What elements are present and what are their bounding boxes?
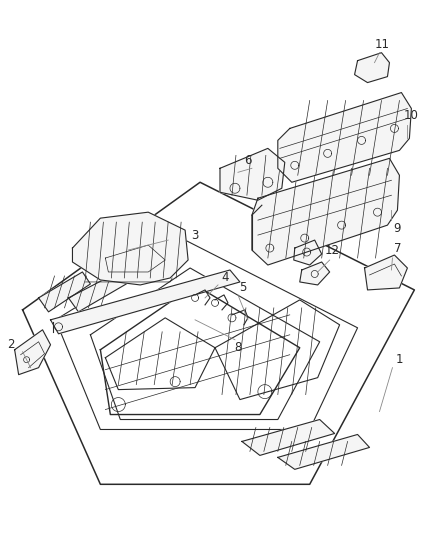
Polygon shape [72,212,188,285]
Polygon shape [278,93,411,182]
Polygon shape [23,182,414,484]
Text: 2: 2 [7,338,14,351]
Polygon shape [50,270,240,334]
Text: 1: 1 [396,353,403,366]
Polygon shape [300,262,330,285]
Polygon shape [278,434,370,470]
Text: 12: 12 [325,244,340,256]
Text: 10: 10 [404,109,419,122]
Polygon shape [14,330,50,375]
Polygon shape [39,272,90,312]
Polygon shape [364,255,407,290]
Polygon shape [68,272,126,312]
Polygon shape [242,419,335,455]
Text: 7: 7 [394,241,401,255]
Text: 4: 4 [221,271,229,285]
Text: 9: 9 [394,222,401,235]
Text: 3: 3 [191,229,199,241]
Polygon shape [252,158,399,265]
Polygon shape [220,148,285,200]
Text: 8: 8 [234,341,242,354]
Polygon shape [355,53,389,83]
Text: 6: 6 [244,154,252,167]
Text: 5: 5 [239,281,247,294]
Polygon shape [294,240,321,265]
Text: 11: 11 [375,38,390,51]
